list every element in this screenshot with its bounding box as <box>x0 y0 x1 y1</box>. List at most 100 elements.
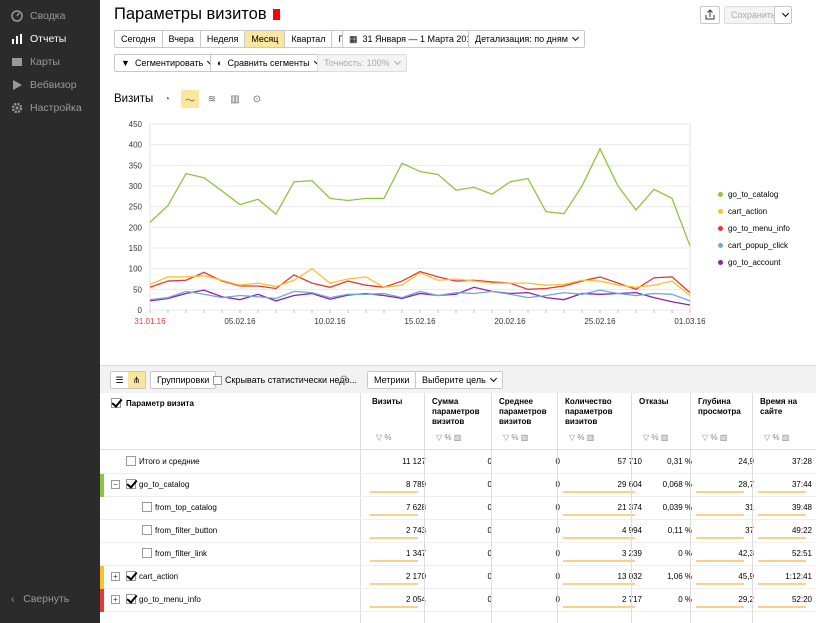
compare-label: Сравнить сегменты <box>227 58 310 68</box>
column-divider <box>690 393 691 623</box>
column-tools-icon[interactable]: ▽ % ▥ <box>643 433 669 442</box>
legend-item-go_to_account[interactable]: go_to_account <box>718 254 790 271</box>
goal-dropdown[interactable]: Выберите цель <box>415 371 503 389</box>
row-checkbox[interactable] <box>126 479 136 489</box>
save-menu-button[interactable] <box>774 6 792 24</box>
table-row[interactable]: from_filter_link 1 347 00 3 239 0 % 42,3 52:51 <box>100 543 816 566</box>
gear-icon[interactable]: ⚙ <box>339 374 349 386</box>
sidebar-item-reports[interactable]: Отчеты <box>0 28 100 50</box>
table-row[interactable]: Итого и средние 11 127 00 57 710 0,31 % 24,9 3… <box>100 451 816 474</box>
column-tools-icon[interactable]: ▽ % ▥ <box>503 433 529 442</box>
share-icon <box>705 9 715 20</box>
sidebar-item-maps[interactable]: Карты <box>0 51 100 73</box>
period-week[interactable]: Неделя <box>201 31 246 47</box>
cell-value: 4 994 <box>621 526 642 535</box>
period-quarter[interactable]: Квартал <box>285 31 333 47</box>
legend-dot <box>718 209 723 214</box>
cell-share-bar <box>370 583 418 585</box>
cell-value: 21 374 <box>617 503 642 512</box>
cell-share-bar <box>370 560 418 562</box>
dimension-header[interactable]: Параметр визита <box>126 399 194 408</box>
hide-stat-checkbox[interactable] <box>213 376 222 385</box>
save-button[interactable]: Сохранить <box>724 6 783 24</box>
segment-button[interactable]: ▼ Сегментировать <box>114 54 221 72</box>
column-header[interactable]: Отказы <box>639 397 669 406</box>
column-header[interactable]: Визиты <box>372 397 403 406</box>
column-tools-icon[interactable]: ▽ % <box>376 433 392 442</box>
sidebar-item-settings[interactable]: Настройка <box>0 97 100 119</box>
column-tools-icon[interactable]: ▽ % ▥ <box>764 433 790 442</box>
tree-view-icon[interactable]: ⋔ <box>128 372 145 388</box>
segment-color-bar <box>100 589 104 612</box>
column-header[interactable]: Время на сайте <box>760 397 798 416</box>
list-view-icon[interactable]: ☰ <box>115 375 124 385</box>
compare-icon: ◐ <box>217 58 223 68</box>
table-row[interactable]: + cart_action 2 170 00 13 032 1,06 % 45,9 1:12:… <box>100 566 816 589</box>
table-row[interactable]: from_top_catalog 7 628 00 21 374 0,039 % 31 39… <box>100 497 816 520</box>
accuracy-label: Точность: 100% <box>324 58 390 68</box>
cell-value: 0 <box>495 480 560 489</box>
select-all-checkbox[interactable] <box>111 398 121 408</box>
page-title: Параметры визитов <box>114 5 280 24</box>
cell-value: 1 347 <box>405 549 426 558</box>
cell-share-bar <box>370 537 418 539</box>
column-tools-icon[interactable]: ▽ % ▥ <box>569 433 595 442</box>
legend-item-cart_action[interactable]: cart_action <box>718 203 790 220</box>
dashboard-icon <box>11 10 23 22</box>
cell-share-bar <box>563 491 635 493</box>
period-today[interactable]: Сегодня <box>115 31 163 47</box>
collapse-row-icon[interactable]: − <box>111 480 120 489</box>
compare-segments-button[interactable]: ◐ Сравнить сегменты <box>210 54 327 72</box>
cell-value: 37:44 <box>791 480 812 489</box>
legend-item-cart_popup_click[interactable]: cart_popup_click <box>718 237 790 254</box>
column-divider <box>631 393 632 623</box>
sidebar-item-summary[interactable]: Сводка <box>0 5 100 27</box>
column-tools-icon[interactable]: ▽ % ▥ <box>436 433 462 442</box>
table-row[interactable]: + go_to_menu_info 2 054 00 2 717 0 % 29,2 52:20 <box>100 589 816 612</box>
collapse-sidebar-button[interactable]: ‹ Свернуть <box>11 593 69 605</box>
table-row[interactable]: from_filter_button 2 743 00 4 994 0,11 % 37 49… <box>100 520 816 543</box>
period-month[interactable]: Месяц <box>245 31 286 47</box>
column-header[interactable]: Глубина просмотра <box>698 397 741 416</box>
bar-chart-view-icon[interactable]: ▥ <box>230 93 240 105</box>
legend-item-go_to_catalog[interactable]: go_to_catalog <box>718 186 790 203</box>
column-tools-icon[interactable]: ▽ % ▥ <box>702 433 728 442</box>
cell-value: 45,9 <box>738 572 754 581</box>
cell-share-bar <box>370 606 418 608</box>
cell-share-bar <box>758 560 806 562</box>
cell-value: 0 <box>487 503 492 512</box>
cell-value: 7 628 <box>405 503 426 512</box>
column-header[interactable]: Количество параметров визитов <box>565 397 613 426</box>
row-checkbox[interactable] <box>126 456 136 466</box>
line-chart-view-icon[interactable]: 〜 <box>181 90 199 108</box>
row-checkbox[interactable] <box>142 525 152 535</box>
row-name: Итого и средние <box>139 457 200 466</box>
x-tick-label: 01.03.16 <box>674 317 706 326</box>
date-range-button[interactable]: ▦ 31 Января — 1 Марта 2016 <box>342 30 484 48</box>
expand-row-icon[interactable]: + <box>111 595 120 604</box>
row-checkbox[interactable] <box>126 571 136 581</box>
column-header[interactable]: Среднее параметров визитов <box>499 397 547 426</box>
sidebar-item-webvisor[interactable]: Вебвизор <box>0 74 100 96</box>
column-header[interactable]: Сумма параметров визитов <box>432 397 480 426</box>
groupings-button[interactable]: Группировки <box>150 371 217 389</box>
accuracy-dropdown[interactable]: Точность: 100% <box>317 54 407 72</box>
period-yesterday[interactable]: Вчера <box>163 31 201 47</box>
pie-chart-view-icon[interactable]: ◔ <box>163 93 171 105</box>
metrics-button[interactable]: Метрики <box>367 371 417 389</box>
stacked-area-view-icon[interactable]: ≋ <box>207 93 217 105</box>
row-checkbox[interactable] <box>142 548 152 558</box>
cell-share-bar <box>563 606 635 608</box>
export-button[interactable] <box>700 6 720 24</box>
cell-value: 13 032 <box>617 572 642 581</box>
row-checkbox[interactable] <box>142 502 152 512</box>
expand-row-icon[interactable]: + <box>111 572 120 581</box>
detail-dropdown[interactable]: Детализация: по дням <box>468 30 585 48</box>
map-pin-view-icon[interactable]: ⊙ <box>252 93 262 105</box>
legend-item-go_to_menu_info[interactable]: go_to_menu_info <box>718 220 790 237</box>
bookmark-flag-icon[interactable] <box>272 9 280 20</box>
table-row[interactable]: − go_to_catalog 8 789 00 29 604 0,068 % 28,7 37… <box>100 474 816 497</box>
row-checkbox[interactable] <box>126 594 136 604</box>
cell-share-bar <box>696 514 744 516</box>
cell-value: 0 % <box>678 549 692 558</box>
